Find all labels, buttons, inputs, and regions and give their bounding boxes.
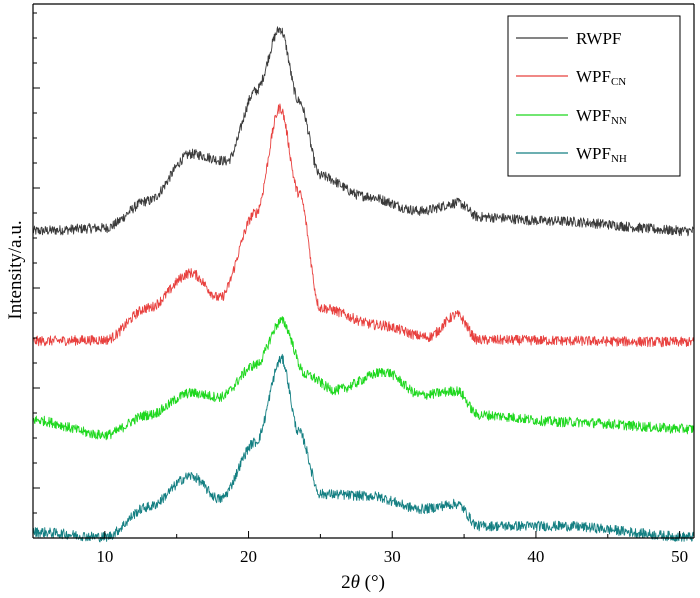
series-line-wpfnh xyxy=(32,353,695,543)
y-axis-title: Intensity/a.u. xyxy=(5,220,26,319)
series-line-rwpf xyxy=(32,26,695,237)
x-tick-label: 40 xyxy=(527,547,544,566)
legend-label-wpfnn: WPFNN xyxy=(576,106,627,127)
series-line-wpfnn xyxy=(32,316,695,441)
x-tick-label: 50 xyxy=(671,547,688,566)
legend: RWPF WPFCN WPFNN WPFNH xyxy=(507,15,681,177)
legend-label-wpfnh: WPFNH xyxy=(576,144,627,165)
legend-box xyxy=(507,15,681,177)
series-line-wpfcn xyxy=(32,103,695,348)
legend-label-wpfcn: WPFCN xyxy=(576,67,626,88)
axes-layer xyxy=(32,3,695,539)
tick-layer: 10 20 30 40 50 xyxy=(32,12,688,566)
legend-label-rwpf: RWPF xyxy=(576,29,621,48)
x-tick-label: 20 xyxy=(240,547,257,566)
series-layer xyxy=(32,26,695,543)
x-tick-label: 30 xyxy=(384,547,401,566)
x-tick-label: 10 xyxy=(96,547,113,566)
x-axis-title: 2θ (°) xyxy=(341,572,385,593)
